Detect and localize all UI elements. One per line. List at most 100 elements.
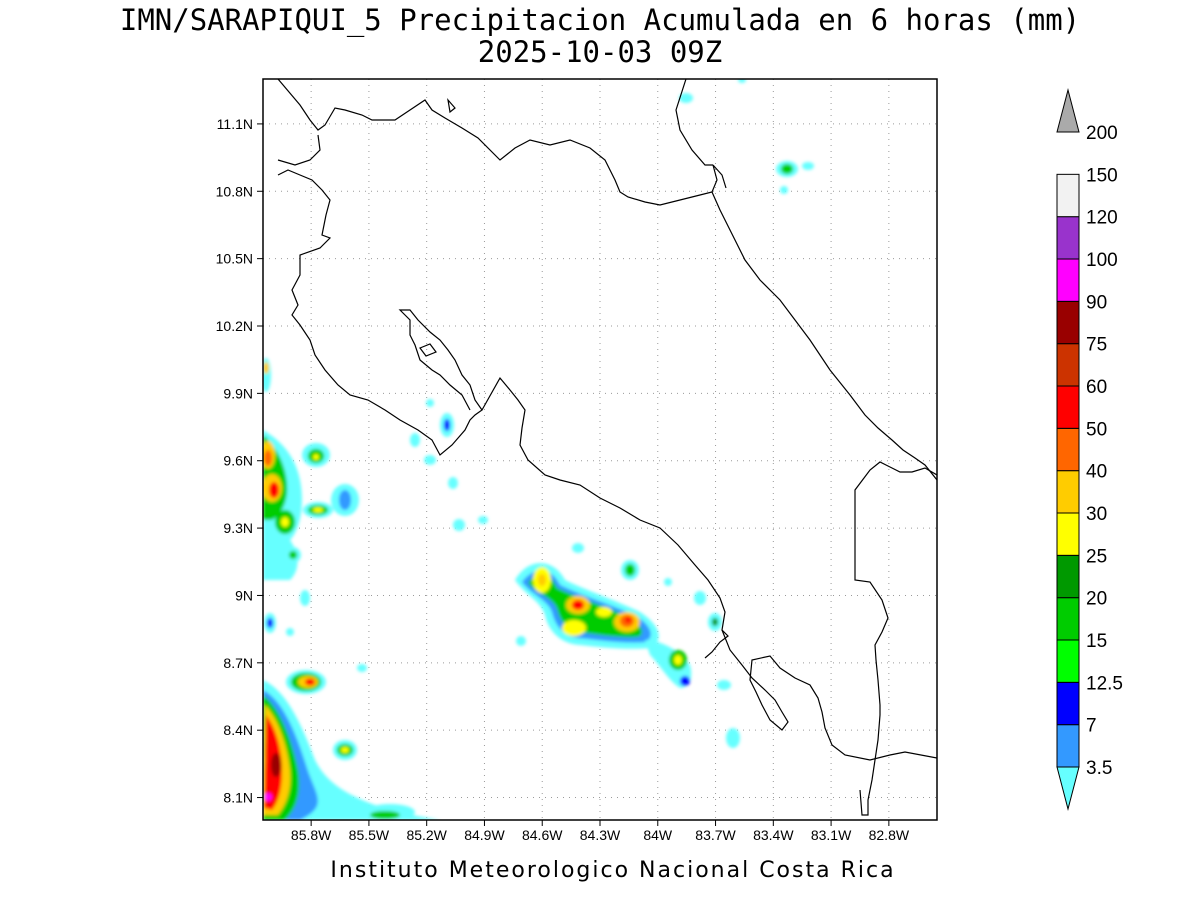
precip-cell-j2 <box>339 490 351 510</box>
colorbar-label: 150 <box>1086 165 1118 186</box>
lat-tick-label: 9.3N <box>223 520 253 536</box>
latitude-axis: 11.1N 10.8N 10.5N 10.2N 9.9N 9.6N 9.3N 9N 8.7N 8.… <box>216 116 263 806</box>
lat-tick-label: 8.1N <box>223 790 253 806</box>
precip-cell-ak <box>780 186 788 194</box>
lat-tick-label: 10.5N <box>216 251 253 267</box>
colorbar-label: 200 <box>1086 123 1118 144</box>
lon-tick-label: 84.6W <box>522 827 563 843</box>
colorbar-segment <box>1056 724 1080 768</box>
colorbar-segment <box>1056 385 1080 429</box>
lat-tick-label: 9.6N <box>223 453 253 469</box>
lon-tick-label: 84.9W <box>464 827 505 843</box>
precip-cell-f2 <box>264 450 272 466</box>
precip-cell-aa2 <box>625 564 635 576</box>
lat-tick-label: 9.9N <box>223 385 253 401</box>
lon-tick-label: 82.8W <box>869 827 910 843</box>
colorbar-lower-triangle <box>1056 766 1080 811</box>
coastlines <box>277 79 937 816</box>
lon-tick-label: 83.7W <box>695 827 736 843</box>
precip-cell-r2 <box>478 516 488 524</box>
map-plot-area: 85.8W 85.5W 85.2W 84.9W 84.6W 84.3W 84W 83.7W 83… <box>216 78 938 843</box>
precip-cell-ac <box>694 591 706 605</box>
lon-tick-label: 85.2W <box>406 827 447 843</box>
precip-cell-q <box>448 477 458 489</box>
precip-cell-h3 <box>313 454 319 460</box>
precip-cell-o2 <box>444 419 450 431</box>
precip-cell-t2 <box>538 574 546 586</box>
lon-tick-label: 84.3W <box>580 827 621 843</box>
precip-cell-am <box>738 79 746 83</box>
colorbar-label: 12.5 <box>1086 673 1123 694</box>
precip-cell-k2 <box>289 551 297 559</box>
colorbar-label: 15 <box>1086 631 1107 652</box>
colorbar-label: 40 <box>1086 462 1107 483</box>
precip-cell-e2 <box>269 482 279 498</box>
lon-tick-label: 83.1W <box>811 827 852 843</box>
lat-tick-label: 9N <box>235 587 253 603</box>
precip-cell-d <box>357 664 367 672</box>
colorbar-label: 60 <box>1086 377 1107 398</box>
precip-cell-ag <box>516 636 526 646</box>
colorbar-label: 90 <box>1086 292 1107 313</box>
colorbar-segment <box>1056 258 1080 302</box>
precip-core-sw <box>271 753 281 777</box>
lon-tick-label: 84W <box>643 827 673 843</box>
precip-cell-ad2 <box>712 618 718 626</box>
colorbar-label: 75 <box>1086 335 1107 356</box>
precip-cell-l2 <box>263 362 269 374</box>
colorbar-upper-triangle <box>1056 88 1080 133</box>
precip-cell-b3 <box>341 747 349 753</box>
precip-cell-u2 <box>572 600 584 610</box>
precip-cell-i3 <box>313 507 323 513</box>
longitude-axis: 85.8W 85.5W 85.2W 84.9W 84.6W 84.3W 84W 83.7W 83… <box>291 820 910 843</box>
colorbar-segment <box>1056 300 1080 345</box>
colorbar-segment <box>1056 512 1080 556</box>
precip-cell-y2 <box>674 655 682 665</box>
lat-tick-label: 8.7N <box>223 655 253 671</box>
colorbar-label: 120 <box>1086 208 1118 229</box>
precip-cell-v <box>562 620 586 636</box>
precip-cell-c2 <box>370 811 400 819</box>
colorbar-segment <box>1056 681 1080 726</box>
precip-cell-p <box>410 433 420 447</box>
colorbar-segment <box>1056 216 1080 260</box>
colorbar-segment <box>1056 173 1080 218</box>
precip-cell-af <box>726 728 740 748</box>
map-title-line2: 2025-10-03 09Z <box>478 35 722 69</box>
precip-cell-w3 <box>625 617 631 623</box>
colorbar-label: 50 <box>1086 419 1107 440</box>
precip-cell-ae <box>717 680 731 690</box>
colorbar-label: 100 <box>1086 250 1118 271</box>
colorbar-label: 3.5 <box>1086 758 1112 779</box>
lon-tick-label: 85.5W <box>349 827 390 843</box>
map-title-line1: IMN/SARAPIQUI_5 Precipitacion Acumulada … <box>120 3 1080 38</box>
precip-cell-al <box>679 93 693 103</box>
colorbar-segment <box>1056 554 1080 599</box>
precip-cell-z <box>680 676 690 686</box>
lat-tick-label: 11.1N <box>217 116 253 132</box>
lon-tick-label: 85.8W <box>291 827 332 843</box>
colorbar-label: 30 <box>1086 504 1107 525</box>
precipitation-field <box>263 79 814 820</box>
lat-tick-label: 10.8N <box>216 183 253 199</box>
precip-cell-a4 <box>305 678 315 686</box>
colorbar-label: 20 <box>1086 589 1107 610</box>
lat-tick-label: 10.2N <box>216 318 253 334</box>
colorbar-segment <box>1056 597 1080 641</box>
lon-tick-label: 83.4W <box>753 827 794 843</box>
precip-cell-aj <box>802 162 814 170</box>
colorbar-segment <box>1056 427 1080 472</box>
precip-cell-s <box>426 399 434 407</box>
footer-credit: Instituto Meteorologico Nacional Costa R… <box>330 858 895 883</box>
precip-cell-p2 <box>424 455 436 465</box>
precip-band-east <box>645 640 692 688</box>
precip-cell-g2 <box>281 517 289 527</box>
precip-cell-r <box>453 519 465 531</box>
precip-cell-m2 <box>267 618 273 628</box>
precip-peak-sw <box>264 793 272 801</box>
precip-cell-ah <box>664 578 672 586</box>
precip-cell-x <box>596 607 612 617</box>
colorbar-segment <box>1056 470 1080 514</box>
precip-cell-n <box>300 590 310 606</box>
